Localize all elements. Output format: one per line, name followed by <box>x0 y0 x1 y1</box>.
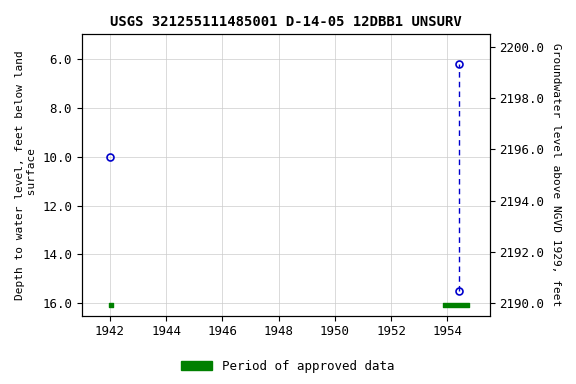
Legend: Period of approved data: Period of approved data <box>176 355 400 378</box>
Title: USGS 321255111485001 D-14-05 12DBB1 UNSURV: USGS 321255111485001 D-14-05 12DBB1 UNSU… <box>110 15 461 29</box>
Y-axis label: Groundwater level above NGVD 1929, feet: Groundwater level above NGVD 1929, feet <box>551 43 561 306</box>
Y-axis label: Depth to water level, feet below land
 surface: Depth to water level, feet below land su… <box>15 50 37 300</box>
